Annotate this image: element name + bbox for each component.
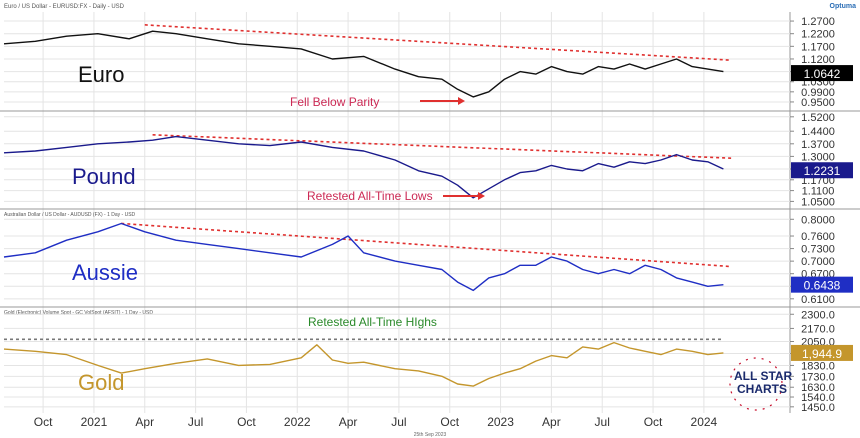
logo-line2: CHARTS xyxy=(737,382,787,396)
x-tick-label: Oct xyxy=(237,415,256,429)
tick-label: 1.4400 xyxy=(801,126,835,138)
tick-label: 1.1100 xyxy=(802,186,835,198)
tick-label: 0.7300 xyxy=(801,244,835,256)
tick-label: 0.9500 xyxy=(801,97,835,109)
x-tick-label: Oct xyxy=(34,415,53,429)
logo-star-ring xyxy=(729,357,783,411)
tick-label: 1.2200 xyxy=(801,29,835,41)
last-value-badge xyxy=(791,276,853,293)
x-tick-label: Jul xyxy=(391,415,406,429)
tick-label: 1.3700 xyxy=(801,139,835,151)
last-value-label: 1,944.9 xyxy=(802,347,842,361)
tick-label: 0.6100 xyxy=(801,294,835,306)
panel-source-label: Gold (Electronic) Volume Spot - GC VolSp… xyxy=(4,310,153,316)
annotation-label: Retested All-Time HIghs xyxy=(308,315,437,329)
last-value-label: 0.6438 xyxy=(804,279,841,293)
series-line xyxy=(3,341,724,387)
tick-label: 1830.0 xyxy=(801,360,835,372)
series-line xyxy=(3,222,724,292)
tick-label: 1730.0 xyxy=(801,371,835,383)
tick-label: 1540.0 xyxy=(801,392,835,404)
annotation-arrow-head xyxy=(478,192,485,200)
series-name-label: Euro xyxy=(78,62,124,87)
tick-label: 1.0500 xyxy=(801,196,835,208)
last-value-badge xyxy=(791,344,853,361)
date-footer-label: 25th Sep 2023 xyxy=(414,432,447,438)
last-value-label: 1.0642 xyxy=(804,67,841,81)
x-tick-label: 2023 xyxy=(487,415,514,429)
series-line xyxy=(3,30,724,98)
series-name-label: Pound xyxy=(72,164,136,189)
annotation-label: Retested All-Time Lows xyxy=(307,189,433,203)
tick-label: 2300.0 xyxy=(801,309,835,321)
tick-label: 0.8000 xyxy=(801,214,835,226)
series-name-label: Aussie xyxy=(72,260,138,285)
x-tick-label: Jul xyxy=(595,415,610,429)
panel-source-label: Australian Dollar / US Dollar - AUDUSD (… xyxy=(4,212,136,218)
tick-label: 1450.0 xyxy=(801,402,835,414)
tick-label: 1.2700 xyxy=(801,16,835,28)
tick-label: 0.7000 xyxy=(801,256,835,268)
x-tick-label: Jul xyxy=(188,415,203,429)
brand-label: Optuma xyxy=(830,3,857,10)
x-tick-label: 2022 xyxy=(284,415,311,429)
tick-label: 0.9900 xyxy=(801,87,835,99)
x-tick-label: Apr xyxy=(542,415,561,429)
tick-label: 1.5200 xyxy=(801,112,835,124)
series-name-label: Gold xyxy=(78,370,124,395)
tick-label: 1.1700 xyxy=(801,41,835,53)
last-value-badge xyxy=(791,65,853,82)
tick-label: 2170.0 xyxy=(801,323,835,335)
x-tick-label: Apr xyxy=(339,415,358,429)
x-tick-label: Apr xyxy=(135,415,154,429)
tick-label: 1.1200 xyxy=(801,54,835,66)
series-line xyxy=(3,135,724,199)
last-value-label: 1.2231 xyxy=(804,164,841,178)
last-value-badge xyxy=(791,162,853,179)
annotation-label: Fell Below Parity xyxy=(290,95,379,109)
x-tick-label: Oct xyxy=(440,415,459,429)
annotation-arrow-head xyxy=(458,97,465,105)
trendline xyxy=(152,134,732,159)
tick-label: 1630.0 xyxy=(801,382,835,394)
x-tick-label: 2024 xyxy=(691,415,718,429)
x-tick-label: 2021 xyxy=(81,415,108,429)
chart-source-label: Euro / US Dollar - EURUSD:FX - Daily - U… xyxy=(4,4,125,10)
tick-label: 1.3000 xyxy=(801,151,835,163)
logo-line1: ALL STAR xyxy=(734,369,793,383)
trendline xyxy=(144,24,732,62)
x-tick-label: Oct xyxy=(644,415,663,429)
tick-label: 0.7600 xyxy=(801,231,835,243)
